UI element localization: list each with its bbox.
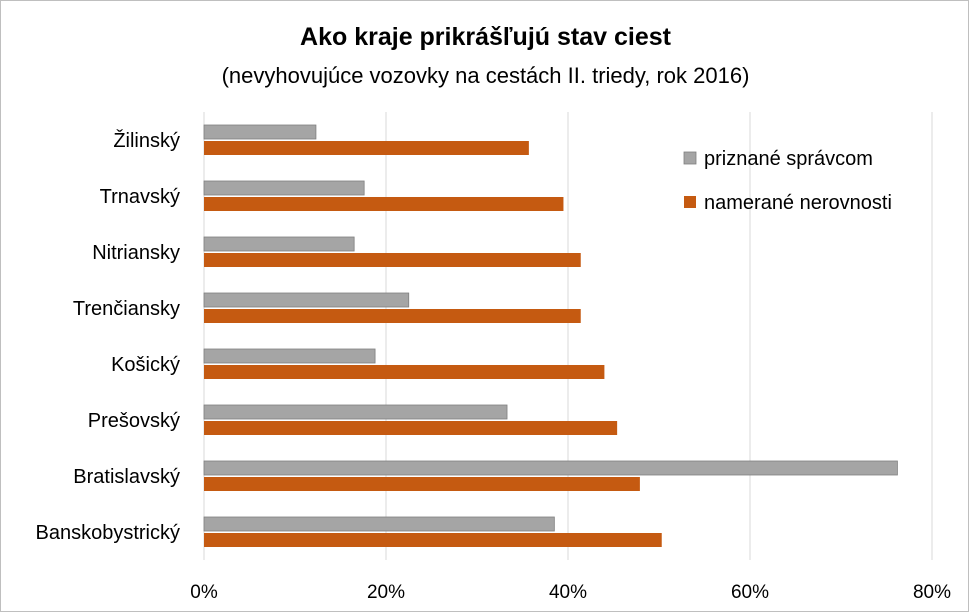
chart-title: Ako kraje prikrášľujú stav ciest [300, 23, 671, 51]
bar-priznane [203, 124, 317, 140]
bar-priznane [203, 236, 355, 252]
bar-priznane [203, 404, 508, 420]
x-tick-label: 0% [190, 582, 218, 603]
bar-namerane [204, 141, 529, 155]
bar-priznane [203, 348, 376, 364]
bar-namerane [204, 309, 581, 323]
bar-priznane [203, 516, 555, 532]
bar-namerane [204, 197, 564, 211]
category-label: Trenčiansky [73, 298, 180, 320]
legend-swatch [683, 151, 697, 165]
bar-namerane [204, 533, 662, 547]
x-tick-label: 40% [549, 582, 587, 603]
category-label: Košický [111, 354, 180, 376]
legend-label: priznané správcom [704, 148, 873, 170]
bar-priznane [203, 292, 410, 308]
category-label: Banskobystrický [36, 522, 181, 544]
bar-priznane [203, 180, 365, 196]
category-label: Trnavský [100, 186, 180, 208]
legend-label: namerané nerovnosti [704, 192, 892, 214]
bar-namerane [204, 477, 640, 491]
bar-priznane [203, 460, 898, 476]
bar-namerane [204, 421, 618, 435]
category-label: Nitriansky [92, 242, 180, 264]
x-tick-label: 60% [731, 582, 769, 603]
bar-namerane [204, 365, 605, 379]
category-label: Prešovský [88, 410, 180, 432]
legend-swatch [684, 196, 696, 208]
chart-subtitle: (nevyhovujúce vozovky na cestách II. tri… [221, 63, 750, 88]
category-label: Žilinský [113, 129, 180, 152]
bar-namerane [204, 253, 581, 267]
x-tick-label: 20% [367, 582, 405, 603]
category-label: Bratislavský [73, 466, 180, 488]
x-tick-label: 80% [913, 582, 951, 603]
